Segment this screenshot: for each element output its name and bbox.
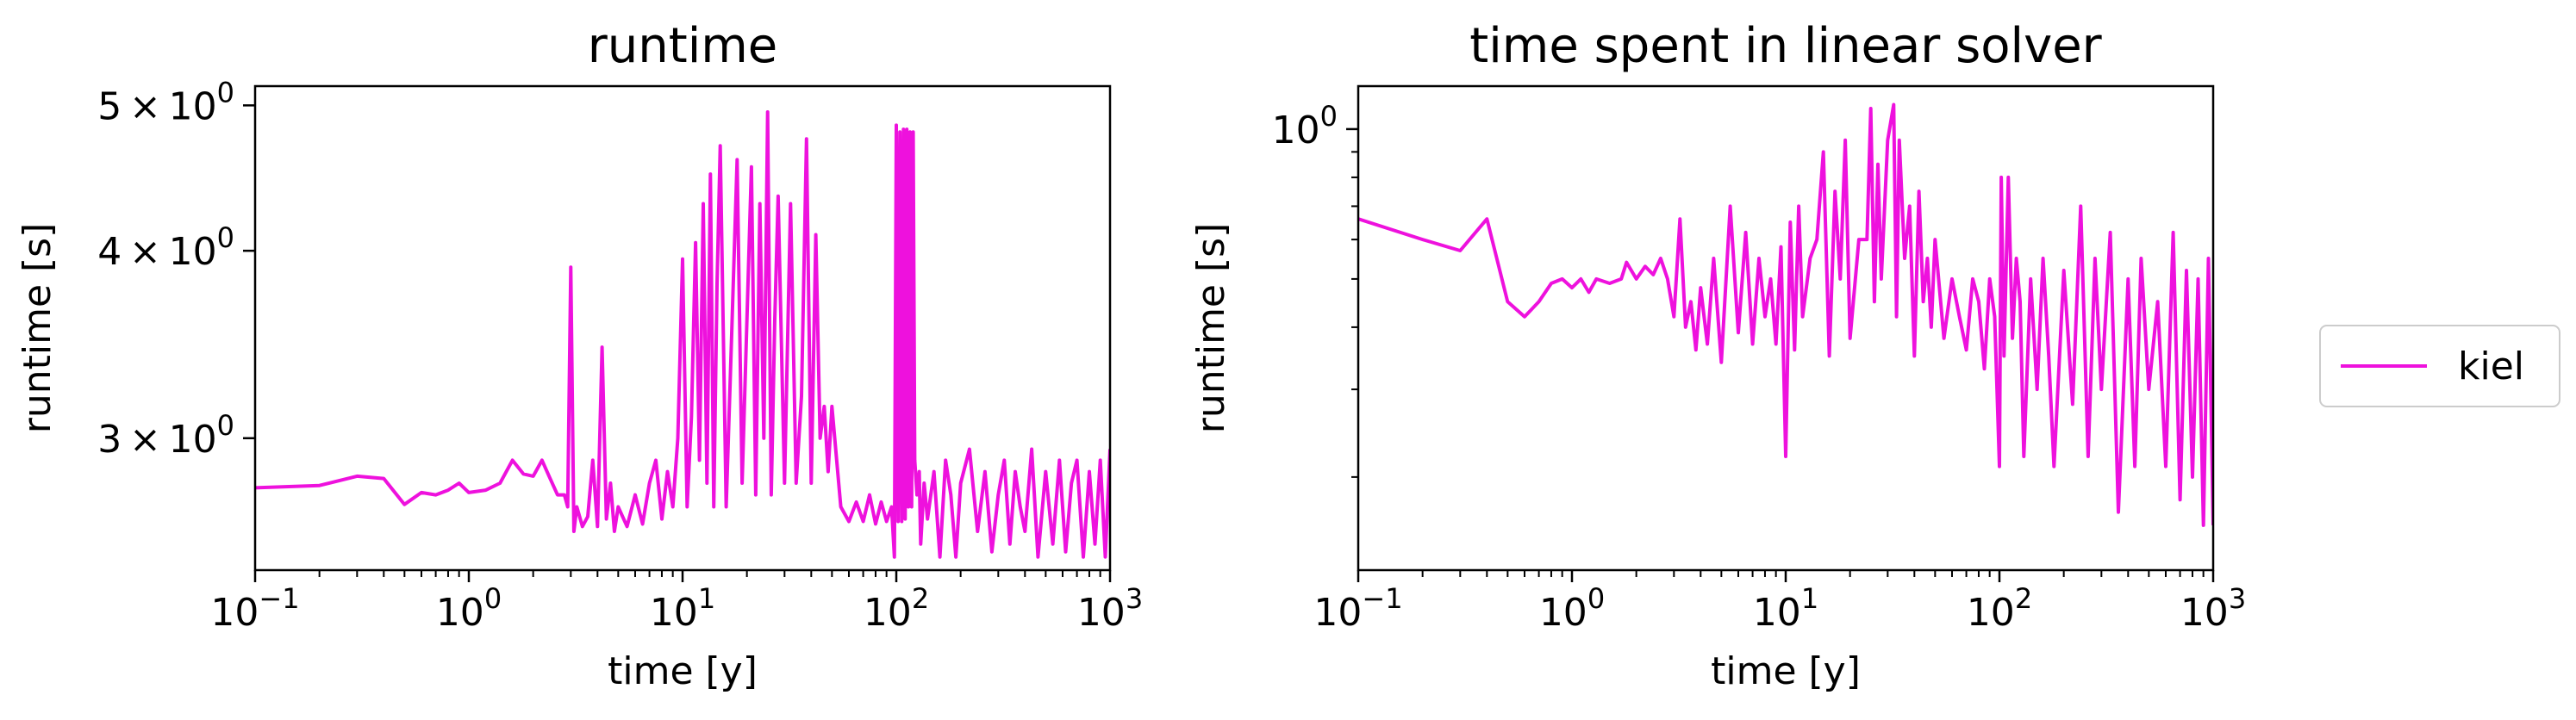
x-axis-label: time [y]: [1711, 649, 1861, 693]
chart-title: time spent in linear solver: [1469, 18, 2102, 74]
y-tick-label: 100: [1272, 100, 1338, 152]
x-tick-label: 100: [436, 582, 502, 635]
x-tick-label: 102: [864, 582, 929, 635]
series-line-kiel: [255, 110, 1110, 559]
y-tick-label: 4 × 100: [97, 221, 234, 274]
runtime-chart: 10−1 100 101 102 103 3 × 100 4 × 100 5 × 100 run…: [16, 18, 1143, 693]
x-tick-label: 10−1: [1313, 582, 1402, 635]
x-tick-label: 103: [1077, 582, 1143, 635]
y-tick-label: 3 × 100: [97, 409, 234, 462]
y-axis-label: runtime [s]: [1189, 223, 1233, 434]
legend-label-kiel: kiel: [2458, 344, 2524, 388]
x-axis-label: time [y]: [608, 649, 758, 693]
y-tick-label: 5 × 100: [97, 76, 234, 128]
x-tick-label: 100: [1539, 582, 1605, 635]
linear-solver-chart: 10−1 100 101 102 103 100 time spent in linear …: [1189, 18, 2246, 693]
x-tick-label: 102: [1967, 582, 2032, 635]
series-line-kiel: [1358, 102, 2213, 527]
legend: kiel: [2319, 325, 2560, 407]
x-tick-label: 101: [650, 582, 715, 635]
x-tick-label: 10−1: [210, 582, 299, 635]
legend-frame: [2319, 325, 2560, 407]
x-tick-label: 101: [1753, 582, 1818, 635]
chart-title: runtime: [588, 18, 778, 74]
y-axis-label: runtime [s]: [16, 223, 59, 434]
x-tick-label: 103: [2180, 582, 2246, 635]
